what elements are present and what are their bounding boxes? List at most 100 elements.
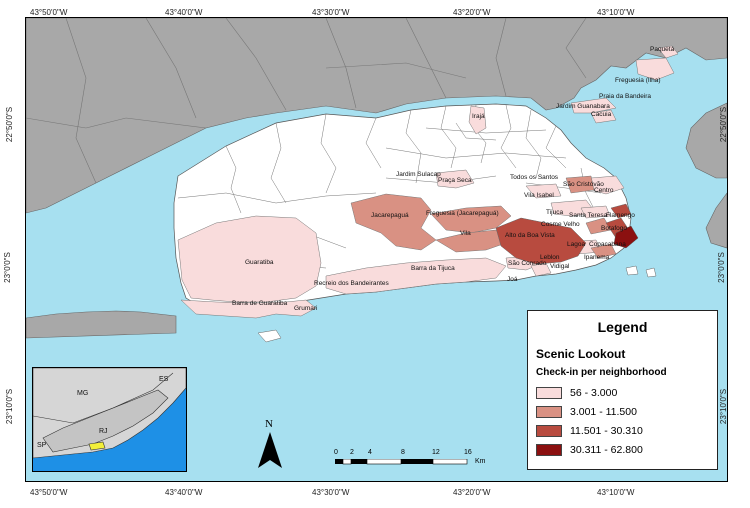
- label-grumari: Grumari: [294, 305, 318, 312]
- north-arrow-icon: [258, 432, 282, 468]
- label-freguesia-jpa: Freguesia (Jacarepaguá): [426, 210, 499, 217]
- copacabana-area: [590, 243, 617, 259]
- barra-guaratiba-area: [180, 299, 317, 319]
- inset-highlight-rio: [88, 441, 106, 451]
- legend-field: Check-in per neighborhood: [536, 367, 667, 378]
- santa-teresa-area: [580, 205, 611, 219]
- inset-label-rj: RJ: [99, 428, 108, 435]
- tick-bottom-1: 43°50'0"W: [30, 488, 68, 497]
- label-guaratiba: Guaratiba: [245, 259, 274, 266]
- outside-boundaries: [26, 18, 587, 184]
- label-alto-boa-vista: Alto da Boa Vista: [505, 232, 555, 239]
- label-botafogo: Botafogo: [601, 225, 628, 232]
- inset-rj-state: [42, 389, 169, 453]
- label-copacabana: Copacabana: [589, 241, 626, 248]
- outside-land-southwest: [26, 310, 177, 339]
- freguesia-jpa-area: [430, 205, 512, 234]
- legend-subtitle: Scenic Lookout: [536, 347, 626, 361]
- legend-label-2: 3.001 - 11.500: [570, 406, 637, 418]
- label-jacarepagua: Jacarepaguá: [371, 212, 409, 219]
- inset-canvas: [33, 368, 186, 459]
- legend-swatch-2: [536, 406, 562, 418]
- legend-box: Legend Scenic Lookout Check-in per neigh…: [527, 310, 718, 470]
- tick-top-1: 43°50'0"W: [30, 8, 68, 17]
- label-vila-isabel: Vila Isabel: [524, 192, 554, 199]
- flamengo-area: [610, 203, 632, 219]
- label-barra-tijuca: Barra da Tijuca: [411, 265, 455, 272]
- inset-label-sp: SP: [37, 442, 47, 449]
- scale-bar-segments: [335, 459, 468, 465]
- tick-bottom-4: 43°20'0"W: [453, 488, 491, 497]
- tick-bottom-2: 43°40'0"W: [165, 488, 203, 497]
- tick-top-4: 43°20'0"W: [453, 8, 491, 17]
- label-praia-bandeira: Praia da Bandeira: [599, 93, 652, 100]
- paqueta-area: [657, 45, 679, 59]
- tick-right-1: 22°50'0"S: [719, 106, 729, 143]
- label-tijuca: Tijuca: [546, 209, 564, 216]
- scale-tick-0: 0: [334, 449, 338, 456]
- cacuia-area: [590, 109, 617, 124]
- tick-right-3: 23°10'0"S: [719, 388, 729, 425]
- tick-left-1: 22°50'0"S: [5, 106, 15, 143]
- tick-top-5: 43°10'0"W: [597, 8, 635, 17]
- scale-tick-2: 2: [350, 449, 354, 456]
- inset-boundary-line: [33, 372, 174, 424]
- inset-label-mg: MG: [77, 390, 89, 397]
- legend-swatch-1: [536, 387, 562, 399]
- label-centro: Centro: [594, 187, 614, 194]
- vila-isabel-area: [525, 183, 562, 199]
- scale-tick-16: 16: [464, 449, 472, 456]
- class1-areas: [177, 45, 679, 319]
- class2-areas: [350, 175, 617, 259]
- label-cosme-velho: Cosme Velho: [541, 221, 580, 228]
- label-vila: Vila: [460, 230, 471, 237]
- label-cacuia: Cacuia: [591, 111, 612, 118]
- alto-boa-vista-area: [495, 217, 587, 265]
- label-flamengo: Flamengo: [606, 212, 635, 219]
- iraja-area: [468, 105, 487, 135]
- scale-unit: Km: [475, 458, 486, 465]
- legend-swatch-3: [536, 425, 562, 437]
- label-praca-seca: Praça Seca: [438, 177, 472, 184]
- tick-bottom-3: 43°30'0"W: [312, 488, 350, 497]
- label-jardim-guanabara: Jardim Guanabara: [556, 103, 610, 110]
- praca-seca-area: [435, 169, 475, 189]
- label-barra-guaratiba: Barra de Guaratiba: [232, 300, 288, 307]
- tick-left-3: 23°10'0"S: [5, 388, 15, 425]
- inset-label-es: ES: [159, 376, 169, 383]
- label-todos-santos: Todos os Santos: [510, 174, 559, 181]
- label-iraja: Irajá: [472, 113, 485, 120]
- sao-cristovao-area: [565, 175, 595, 194]
- label-recreio: Recreio dos Bandeirantes: [314, 280, 389, 287]
- legend-label-3: 11.501 - 30.310: [570, 425, 643, 437]
- legend-swatch-4: [536, 444, 562, 456]
- legend-title: Legend: [597, 319, 648, 335]
- outside-land-east: [685, 102, 727, 249]
- jardim-guanabara-area: [570, 97, 617, 114]
- tick-top-3: 43°30'0"W: [312, 8, 350, 17]
- scale-tick-4: 4: [368, 449, 372, 456]
- class4-areas: [613, 225, 639, 249]
- barra-tijuca-area: [325, 257, 507, 295]
- islands: [257, 265, 657, 343]
- label-jardim-sulacap: Jardim Sulacap: [396, 171, 441, 178]
- label-leblon: Leblon: [540, 254, 560, 261]
- label-santa-teresa: Santa Teresa: [569, 212, 608, 219]
- scale-tick-8: 8: [401, 449, 405, 456]
- label-lagoa: Lagoa: [567, 241, 586, 248]
- scale-bar: 0 2 4 8 12 16 Km: [334, 449, 487, 471]
- label-sao-cristovao: São Cristóvão: [563, 181, 604, 188]
- vidigal-area: [530, 262, 552, 277]
- inset-map: MG ES RJ SP: [32, 367, 187, 472]
- tick-bottom-5: 43°10'0"W: [597, 488, 635, 497]
- label-joa: Joá: [507, 276, 518, 283]
- north-arrow: N: [258, 418, 282, 470]
- scale-tick-12: 12: [432, 449, 440, 456]
- legend-label-1: 56 - 3.000: [570, 387, 618, 399]
- freguesia-ilha-area: [635, 57, 675, 81]
- label-freguesia-ilha: Freguesia (Ilha): [615, 77, 661, 84]
- label-sao-conrado: São Conrado: [508, 260, 547, 267]
- north-letter: N: [265, 418, 273, 430]
- tick-left-2: 23°0'0"S: [2, 252, 12, 283]
- tick-right-2: 23°0'0"S: [716, 252, 726, 283]
